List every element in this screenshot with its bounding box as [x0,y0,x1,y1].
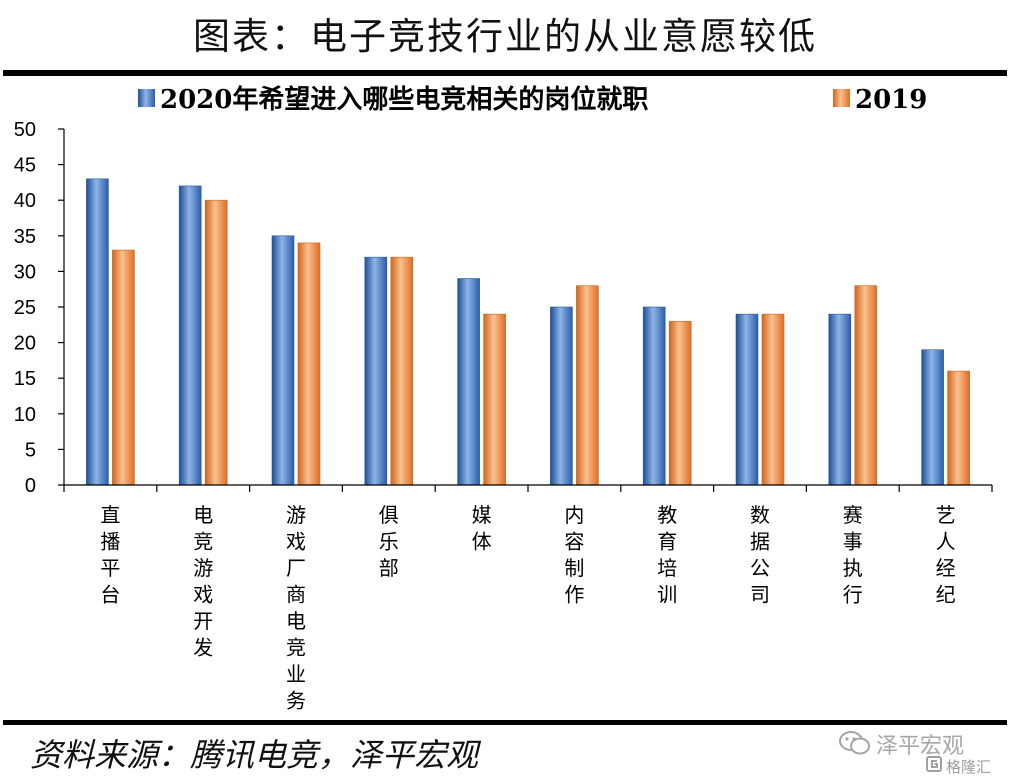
legend-label-2020: 2020年希望进入哪些电竞相关的岗位就职 [160,84,648,115]
top-rule [3,70,1007,76]
bar-2020-8 [828,313,852,486]
legend: 2020年希望进入哪些电竞相关的岗位就职 2019 [138,84,927,115]
source-note: 资料来源：腾讯电竞，泽平宏观 [30,736,479,774]
bar-2019-0 [112,249,135,486]
bar-2020-0 [86,178,109,486]
bar-2020-9 [921,349,944,486]
bars [86,178,970,486]
legend-swatch-2019 [833,89,850,107]
bar-2019-7 [761,313,785,486]
watermark: 泽平宏观 格隆汇 [838,726,998,780]
y-tick-label: 45 [14,155,36,177]
bar-2020-6 [642,306,666,486]
x-category-label: 内容制作 [564,503,584,607]
watermark-sub: 格隆汇 [946,758,992,776]
bar-2020-2 [271,235,295,486]
bar-2020-3 [364,256,388,486]
legend-swatch-2020 [138,89,155,107]
x-category-label: 媒体 [472,503,492,554]
y-tick-label: 25 [14,297,36,319]
bar-chart: 2020年希望进入哪些电竞相关的岗位就职 2019 0 5 10 15 20 25 30 35… [14,84,993,713]
y-tick-label: 5 [25,439,36,461]
wechat-icon [839,731,870,755]
bar-2019-4 [483,313,506,486]
bar-2019-3 [390,256,414,486]
x-category-label: 教育培训 [657,503,677,607]
x-category-label: 游戏厂商电竞业务 [286,503,306,713]
bar-2020-1 [178,185,202,486]
bar-2019-2 [297,242,321,486]
y-axis: 0 5 10 15 20 25 30 35 40 45 50 [14,119,65,497]
y-tick-label: 50 [14,119,36,141]
x-category-label: 数据公司 [750,503,770,607]
bar-2019-6 [668,320,692,486]
x-category-label: 艺人经纪 [936,503,956,607]
bar-2019-8 [854,285,878,486]
y-tick-label: 0 [25,475,36,497]
page-title: 图表：电子竞技行业的从业意愿较低 [193,15,817,58]
bar-2019-9 [947,370,970,486]
x-category-label: 直播平台 [100,503,120,607]
y-tick-label: 35 [14,226,36,248]
x-axis: 直播平台 电竞游戏开发 游戏厂商电竞业务 俱乐部 媒体 内容制作 教育培训 数据公司 赛事执行 艺… [63,484,993,713]
bar-2019-1 [204,199,228,486]
bar-2019-5 [576,285,599,486]
y-tick-label: 10 [14,404,36,426]
y-tick-label: 15 [14,368,36,390]
gelonghui-logo-icon [926,756,942,772]
bottom-rule [3,720,1007,725]
x-category-label: 电竞游戏开发 [193,503,213,660]
y-tick-label: 40 [14,190,36,212]
y-tick-label: 30 [14,261,36,283]
x-category-label: 赛事执行 [843,503,863,607]
y-tick-label: 20 [14,333,36,355]
watermark-main: 泽平宏观 [876,734,965,759]
bar-2020-4 [457,278,480,486]
bar-2020-5 [550,306,573,486]
legend-label-2019: 2019 [855,85,927,115]
x-category-label: 俱乐部 [379,503,399,580]
bar-2020-7 [735,313,759,486]
